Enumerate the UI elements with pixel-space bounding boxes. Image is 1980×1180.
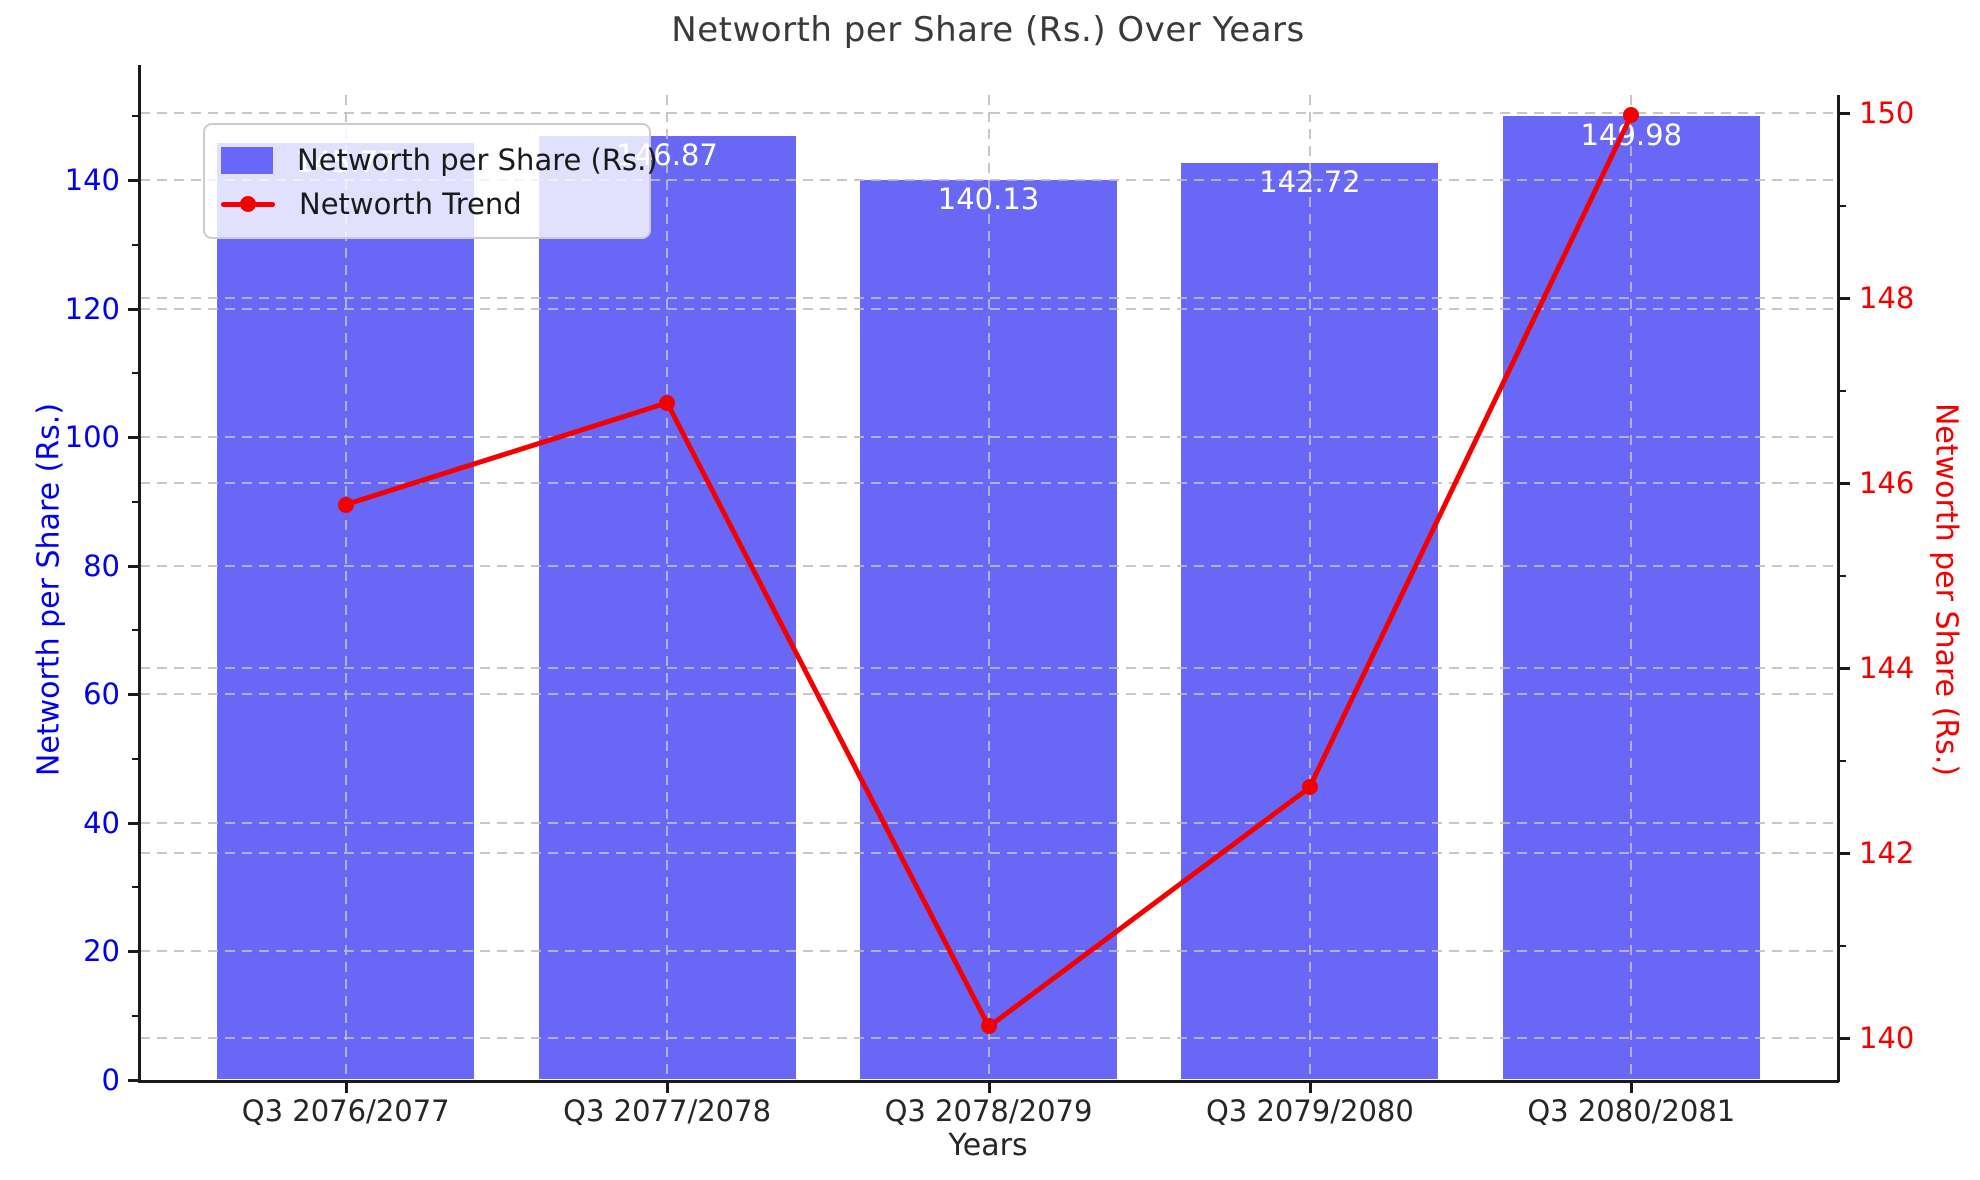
tick-mark: [1840, 112, 1850, 116]
bar-value-label: 142.72: [1259, 164, 1361, 199]
legend-line-sample-icon: [221, 195, 275, 212]
tick-mark: [987, 1083, 991, 1093]
tick-mark: [1840, 852, 1850, 856]
axis-spine-bottom: [138, 1080, 1839, 1083]
tick-mark: [1840, 1037, 1850, 1041]
y-left-tick-label: 40: [83, 805, 120, 840]
axis-spine-left: [138, 65, 141, 1082]
trend-point: [980, 1018, 997, 1035]
grid-line-vertical: [666, 95, 669, 1080]
minor-tick-mark: [132, 1014, 138, 1017]
y-right-tick-label: 142: [1859, 836, 1915, 871]
y-axis-label-right: Networth per Share (Rs.): [1928, 402, 1964, 777]
x-tick-label: Q3 2079/2080: [1205, 1094, 1414, 1128]
legend: Networth per Share (Rs.) Networth Trend: [203, 123, 658, 239]
legend-line-label: Networth Trend: [299, 187, 522, 221]
trend-point: [659, 394, 676, 411]
x-tick-label: Q3 2080/2081: [1527, 1094, 1736, 1128]
x-axis-label: Years: [948, 1128, 1028, 1163]
minor-tick-mark: [132, 886, 138, 889]
minor-tick-mark: [1840, 204, 1846, 207]
minor-tick-mark: [132, 372, 138, 375]
x-tick-label: Q3 2077/2078: [563, 1094, 772, 1128]
tick-mark: [1630, 1083, 1634, 1093]
tick-mark: [128, 1079, 138, 1082]
trend-point: [1623, 107, 1640, 124]
legend-bar-swatch-icon: [221, 146, 273, 174]
tick-mark: [128, 179, 138, 183]
tick-mark: [128, 307, 138, 311]
x-tick-label: Q3 2076/2077: [241, 1094, 450, 1128]
tick-mark: [128, 564, 138, 568]
minor-tick-mark: [132, 629, 138, 632]
tick-mark: [1840, 297, 1850, 301]
minor-tick-mark: [132, 500, 138, 503]
minor-tick-mark: [132, 757, 138, 760]
minor-tick-mark: [1840, 759, 1846, 762]
y-left-tick-label: 140: [64, 163, 120, 198]
tick-mark: [1308, 1083, 1312, 1093]
legend-entry-line: Networth Trend: [221, 187, 633, 221]
tick-mark: [128, 950, 138, 954]
trend-point: [337, 496, 354, 513]
axis-spine-right: [1837, 95, 1840, 1082]
y-right-tick-label: 146: [1859, 466, 1915, 501]
minor-tick-mark: [132, 115, 138, 118]
y-left-tick-label: 80: [83, 548, 120, 583]
tick-mark: [344, 1083, 348, 1093]
y-left-tick-label: 100: [64, 420, 120, 455]
minor-tick-mark: [1840, 944, 1846, 947]
tick-mark: [128, 436, 138, 440]
minor-tick-mark: [132, 243, 138, 246]
chart-title: Networth per Share (Rs.) Over Years: [671, 10, 1305, 50]
y-right-tick-label: 148: [1859, 281, 1915, 316]
bar-value-label: 149.98: [1580, 118, 1683, 153]
bar-value-label: 140.13: [937, 181, 1040, 216]
grid-line-vertical: [1308, 95, 1311, 1080]
legend-line-marker-icon: [240, 195, 256, 212]
legend-entry-bar: Networth per Share (Rs.): [221, 143, 658, 177]
grid-line-vertical: [987, 95, 990, 1080]
grid-line-vertical: [344, 95, 347, 1080]
tick-mark: [128, 821, 138, 825]
minor-tick-mark: [1840, 389, 1846, 392]
y-right-tick-label: 140: [1859, 1021, 1915, 1056]
legend-bar-label: Networth per Share (Rs.): [297, 143, 658, 177]
y-left-tick-label: 60: [83, 677, 120, 712]
grid-line-vertical: [1630, 95, 1633, 1080]
y-right-tick-label: 144: [1859, 651, 1915, 686]
y-left-tick-label: 20: [83, 934, 120, 969]
tick-mark: [128, 693, 138, 697]
y-left-tick-label: 120: [64, 291, 120, 326]
tick-mark: [1840, 667, 1850, 671]
x-tick-label: Q3 2078/2079: [884, 1094, 1093, 1128]
tick-mark: [666, 1083, 670, 1093]
trend-point: [1301, 778, 1318, 795]
minor-tick-mark: [1840, 574, 1846, 577]
y-left-tick-label: 0: [101, 1063, 120, 1097]
tick-mark: [1840, 482, 1850, 486]
y-right-tick-label: 150: [1859, 96, 1915, 131]
